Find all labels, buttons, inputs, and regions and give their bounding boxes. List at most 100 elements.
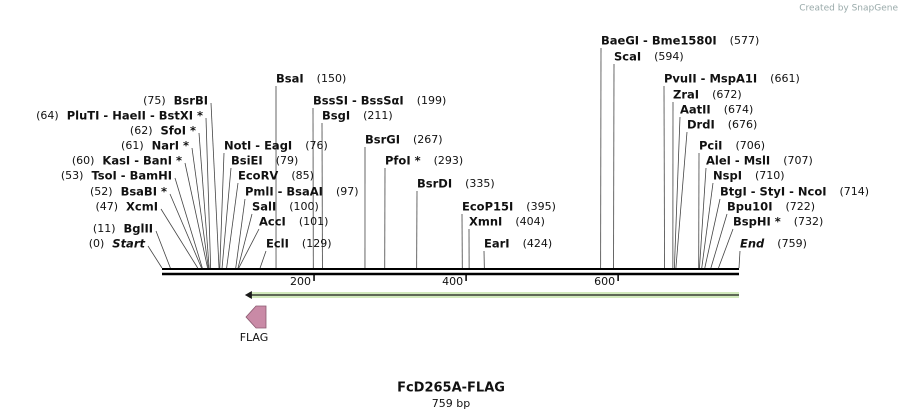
site-position: (211) [363,109,393,122]
site-position: (62) [130,124,153,137]
site-position: (11) [93,222,116,235]
site-position: (60) [72,154,95,167]
site-name: ZraI [673,88,699,102]
site-position: (267) [413,133,443,146]
ruler-tick-label: 200 [290,275,311,288]
site-position: (732) [794,215,824,228]
site-line [235,198,246,269]
site-name: BsaBI * [121,185,167,199]
site-name: SfoI * [161,124,196,138]
site-name: BsrBI [174,94,208,108]
site-name: AatII [680,103,711,117]
site-position: (722) [785,200,815,213]
site-name: Start [112,237,145,251]
site-name: NarI * [152,139,189,153]
site-position: (676) [728,118,758,131]
site-line [147,245,163,269]
site-position: (674) [724,103,754,116]
site-line [210,102,220,269]
site-position: (129) [302,237,332,250]
site-name: EcoRV [238,169,278,183]
site-name: PciI [699,139,722,153]
site-position: (75) [143,94,166,107]
watermark: Created by SnapGene [799,4,898,14]
site-name: PmlI - BsaAI [245,185,323,199]
site-name: BglII [124,222,154,236]
feature-label: FLAG [240,331,269,344]
site-name: AleI - MslI [706,154,770,168]
site-name: NspI [713,169,742,183]
site-name: BsiEI [231,154,263,168]
site-line [226,182,239,269]
site-name: EcoP15I [462,200,513,214]
site-position: (199) [417,94,447,107]
site-position: (706) [735,139,765,152]
site-name: XmnI [469,215,502,229]
feature-icon [245,305,267,329]
site-position: (707) [783,154,813,167]
site-line [710,213,728,269]
site-position: (97) [336,185,359,198]
site-name: BsrDI [417,177,452,191]
site-line [238,228,260,269]
site-position: (0) [89,237,105,250]
site-line [701,182,714,269]
site-name: TsoI - BamHI [91,169,172,183]
ruler-tick-label: 400 [442,275,463,288]
site-name: Bpu10I [727,200,772,214]
site-position: (335) [465,177,495,190]
site-name: XcmI [126,200,158,214]
site-name: KasI - BanI * [102,154,182,168]
site-line [219,152,225,269]
site-name: BtgI - StyI - NcoI [720,185,827,199]
site-name: BsrGI [365,133,400,147]
site-line [738,250,741,269]
site-position: (61) [121,139,144,152]
site-name: BsaI [276,72,304,86]
site-name: EclI [266,237,289,251]
site-name: SalI [252,200,276,214]
site-name: DrdI [687,118,715,132]
site-name: PfoI * [385,154,421,168]
site-line [184,162,209,269]
site-line [205,117,212,269]
site-line [155,230,171,269]
site-line [191,147,209,269]
feature-arrowhead [244,291,252,299]
site-position: (404) [515,215,545,228]
site-line [174,177,203,269]
site-line [699,167,707,269]
site-position: (759) [777,237,807,250]
site-position: (150) [317,72,347,85]
site-line [221,167,232,269]
site-position: (661) [770,72,800,85]
site-position: (85) [291,169,314,182]
site-name: BsgI [322,109,350,123]
site-name: EarI [484,237,510,251]
site-position: (53) [61,169,84,182]
site-position: (64) [36,109,59,122]
site-position: (672) [712,88,742,101]
site-line [160,208,199,269]
site-name: BaeGI - Bme1580I [601,34,717,48]
site-line [675,131,688,269]
site-name: NotI - EagI [224,139,292,153]
site-position: (577) [730,34,760,47]
site-position: (52) [90,185,113,198]
site-line [198,132,210,269]
site-position: (395) [526,200,556,213]
title: FcD265A-FLAG [397,381,505,396]
site-position: (424) [523,237,553,250]
site-position: (710) [755,169,785,182]
site-name: ScaI [614,50,641,64]
site-position: (594) [654,50,684,63]
subtitle: 759 bp [432,397,470,410]
site-line [169,193,202,269]
site-position: (101) [299,215,329,228]
site-name: PluTI - HaeII - BstXI * [67,109,203,123]
site-name: End [740,237,765,251]
site-name: BssSI - BssSαI [313,94,404,108]
site-position: (76) [305,139,328,152]
site-position: (100) [289,200,319,213]
